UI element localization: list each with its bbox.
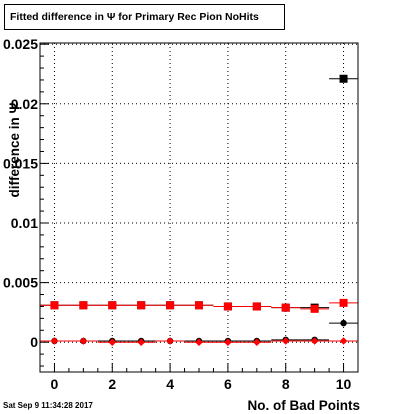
square-marker	[137, 301, 146, 310]
square-marker	[195, 301, 203, 310]
y-tick-label: 0.015	[3, 155, 38, 171]
x-tick-label: 0	[51, 376, 59, 392]
x-tick-label: 2	[108, 376, 116, 392]
y-tick-label: 0.02	[11, 96, 38, 112]
y-axis-title: difference in Ψ	[7, 102, 22, 197]
square-marker	[50, 301, 59, 310]
tick-labels: 0 2 4 6 8 10 0 0.005 0.01 0.015 0.02 0.025	[3, 36, 352, 392]
square-marker	[166, 301, 175, 310]
diamond-marker	[166, 337, 174, 345]
square-marker	[252, 302, 261, 311]
grid	[40, 43, 358, 372]
y-tick-label: 0.01	[11, 215, 38, 231]
diamond-marker	[79, 337, 88, 345]
chart-title-box: Fitted difference in Ψ for Primary Rec P…	[4, 4, 285, 30]
chart-title: Fitted difference in Ψ for Primary Rec P…	[10, 11, 259, 23]
y-tick-label: 0	[30, 334, 38, 350]
square-marker	[108, 301, 117, 310]
circle-marker	[340, 319, 347, 327]
data-markers	[40, 74, 358, 346]
x-tick-label: 4	[166, 376, 174, 392]
square-marker	[339, 74, 348, 83]
square-marker	[223, 302, 232, 311]
plot-frame	[39, 42, 359, 373]
diamond-marker	[339, 337, 348, 345]
x-axis-title: No. of Bad Points	[248, 398, 361, 413]
axis-ticks	[40, 43, 345, 372]
diamond-marker	[310, 337, 319, 345]
square-marker	[339, 298, 348, 307]
x-tick-label: 6	[224, 376, 232, 392]
x-tick-label: 10	[336, 376, 352, 392]
diamond-marker	[50, 337, 59, 345]
diamond-marker	[137, 338, 145, 346]
square-marker	[281, 303, 290, 312]
square-marker	[79, 301, 88, 310]
y-tick-label: 0.025	[3, 36, 38, 52]
diamond-marker	[253, 338, 261, 346]
diamond-marker	[281, 337, 290, 345]
diamond-marker	[224, 338, 232, 346]
diamond-marker	[108, 338, 117, 346]
y-tick-label: 0.005	[3, 275, 38, 291]
timestamp: Sat Sep 9 11:34:28 2017	[3, 401, 93, 410]
square-marker	[310, 304, 319, 313]
diamond-marker	[195, 338, 203, 346]
x-tick-label: 8	[282, 376, 290, 392]
